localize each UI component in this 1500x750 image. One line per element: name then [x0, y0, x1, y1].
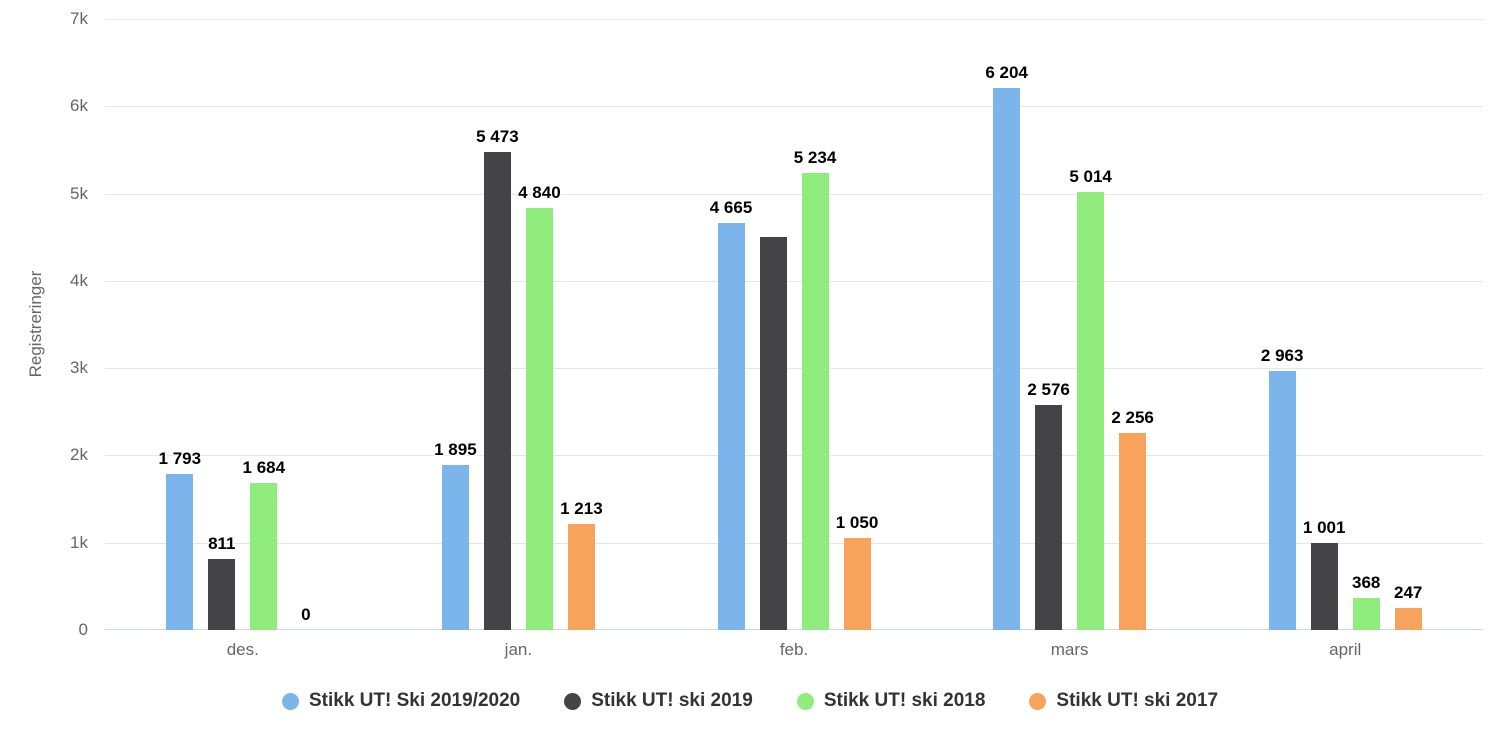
bar[interactable] — [166, 473, 194, 630]
bar-slot: 1 001 — [1303, 19, 1345, 630]
bar-value-label: 247 — [1394, 583, 1423, 603]
bar-slot: 2 963 — [1261, 19, 1303, 630]
x-axis-category-label: mars — [1050, 640, 1089, 659]
bar-value-label: 0 — [301, 605, 311, 624]
bar-slot: 6 204 — [985, 19, 1028, 630]
legend-series-marker-icon — [1029, 692, 1047, 710]
bar-value-label: 1 001 — [1302, 517, 1346, 537]
bar-value-label: 1 895 — [434, 439, 477, 459]
bar[interactable] — [483, 152, 511, 630]
bar-slot: 4 665 — [710, 19, 752, 630]
legend-item-label: Stikk UT! ski 2018 — [823, 690, 986, 711]
gridline — [105, 542, 1483, 544]
bar[interactable] — [993, 88, 1021, 630]
bar[interactable] — [1352, 597, 1380, 630]
bar-group: 1 793 811 1 684 0 — [159, 19, 319, 630]
bar-slot: 1 793 — [159, 19, 201, 630]
bar-value-label: 368 — [1352, 572, 1381, 592]
legend-item[interactable]: Stikk UT! ski 2019 — [564, 690, 753, 712]
bar-value-label: 4 665 — [709, 197, 753, 217]
y-axis-tick-label: 6k — [70, 96, 88, 116]
bar[interactable] — [1077, 192, 1105, 630]
y-axis-tick-label: 7k — [70, 9, 88, 28]
legend: Stikk UT! Ski 2019/2020 Stikk UT! ski 201… — [0, 690, 1500, 712]
bar-value-label: 1 684 — [242, 458, 286, 478]
y-axis-tick-label: 0 — [78, 620, 88, 639]
bar-slot: 368 — [1352, 19, 1381, 630]
bar[interactable] — [1310, 542, 1338, 630]
bar-value-label: 1 050 — [835, 513, 879, 533]
bar[interactable] — [717, 222, 745, 630]
legend-series-marker-icon — [796, 692, 814, 710]
gridline — [105, 280, 1483, 282]
legend-item-label: Stikk UT! ski 2017 — [1056, 690, 1219, 711]
legend-item-label: Stikk UT! ski 2019 — [591, 690, 753, 711]
bar-slot: 1 213 — [560, 19, 603, 630]
bar-slot: 811 — [208, 19, 236, 630]
bar[interactable] — [1394, 608, 1422, 630]
bar-value-label: 1 793 — [158, 448, 202, 468]
bar-value-label: 1 213 — [560, 499, 603, 519]
bar-slot: 4 840 — [518, 19, 561, 630]
bar[interactable] — [843, 538, 871, 630]
bar[interactable] — [208, 559, 236, 630]
bar-slot — [759, 19, 787, 630]
bar[interactable] — [1035, 405, 1063, 630]
bar-slot: 0 — [292, 19, 319, 630]
bar-value-label: 2 256 — [1111, 408, 1154, 428]
gridline — [105, 193, 1483, 195]
y-axis-tick-label: 2k — [70, 445, 88, 465]
bar-slot: 247 — [1394, 19, 1423, 630]
legend-item[interactable]: Stikk UT! ski 2017 — [1029, 690, 1218, 712]
bar-slot: 1 050 — [836, 19, 878, 630]
bar[interactable] — [525, 207, 553, 630]
bar-value-label: 5 234 — [793, 148, 837, 168]
bar-value-label: 5 014 — [1069, 167, 1112, 187]
bar-slot: 2 256 — [1111, 19, 1154, 630]
bar[interactable] — [1268, 371, 1296, 630]
y-axis-tick-label: 1k — [70, 532, 88, 552]
bar[interactable] — [250, 483, 278, 630]
y-axis-tick-label: 3k — [70, 358, 88, 378]
bar-group: 6 204 2 576 5 014 2 256 — [985, 19, 1154, 630]
bar-value-label: 2 576 — [1027, 380, 1070, 400]
x-axis-category-label: feb. — [779, 640, 809, 659]
bar-group: 1 895 5 473 4 840 1 213 — [434, 19, 603, 630]
gridline — [105, 19, 1483, 20]
bar-slot: 2 576 — [1027, 19, 1070, 630]
legend-series-marker-icon — [281, 692, 299, 710]
x-axis-category-label: april — [1329, 640, 1362, 659]
bar-value-label: 5 473 — [476, 127, 519, 147]
bar-value-label: 811 — [208, 534, 236, 554]
bar-slot: 5 014 — [1069, 19, 1112, 630]
bar-value-label: 2 963 — [1260, 346, 1304, 366]
bar[interactable] — [801, 173, 829, 630]
bar-slot: 5 234 — [794, 19, 836, 630]
bar-group: 2 963 1 001 368 247 — [1261, 19, 1423, 630]
bar-slot: 5 473 — [476, 19, 519, 630]
y-axis-tick-label: 5k — [70, 183, 88, 203]
bar-value-label: 6 204 — [985, 63, 1028, 83]
gridline — [105, 368, 1483, 370]
legend-item[interactable]: Stikk UT! Ski 2019/2020 — [281, 690, 521, 712]
y-axis-tick-label: 4k — [70, 270, 88, 290]
gridline — [105, 106, 1483, 108]
bar[interactable] — [1119, 433, 1147, 630]
bar-group: 4 665 5 234 1 050 — [710, 19, 878, 630]
plot-area — [105, 19, 1483, 630]
bar-slot: 1 895 — [434, 19, 477, 630]
bar[interactable] — [567, 524, 595, 630]
legend-item-label: Stikk UT! Ski 2019/2020 — [308, 690, 521, 711]
gridline — [105, 455, 1483, 457]
x-axis-category-label: des. — [226, 640, 259, 659]
bar-slot: 1 684 — [243, 19, 285, 630]
x-axis-category-label: jan. — [504, 640, 533, 659]
legend-item[interactable]: Stikk UT! ski 2018 — [796, 690, 986, 712]
legend-series-marker-icon — [564, 692, 582, 710]
bar-value-label: 4 840 — [518, 182, 561, 202]
bar[interactable] — [759, 237, 787, 630]
bar[interactable] — [441, 464, 469, 630]
